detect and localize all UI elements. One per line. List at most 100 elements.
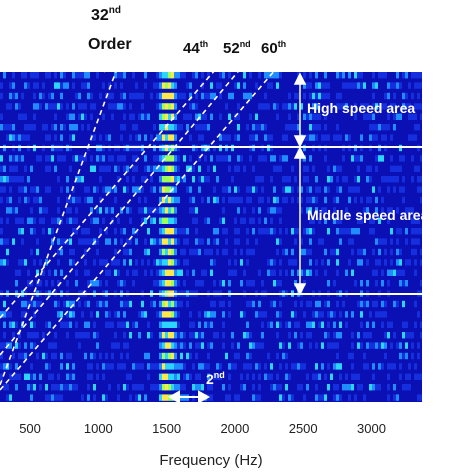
spectrogram-cell: [342, 72, 345, 79]
spectrogram-cell: [336, 352, 339, 360]
spectrogram-cell: [315, 176, 318, 183]
spectrogram-cell: [237, 394, 240, 401]
spectrogram-cell: [207, 342, 210, 349]
spectrogram-cell: [294, 300, 297, 308]
spectrogram-cell: [414, 113, 417, 120]
spectrogram-cell: [114, 72, 117, 79]
spectrogram-cell: [279, 384, 282, 391]
spectrogram-cell: [150, 238, 153, 245]
spectrogram-cell: [294, 238, 297, 245]
spectrogram-cell: [165, 280, 168, 287]
spectrogram-cell: [90, 373, 93, 380]
spectrogram-cell: [75, 72, 78, 79]
spectrogram-cell: [168, 352, 171, 360]
spectrogram-cell: [216, 82, 219, 89]
spectrogram-cell: [324, 113, 327, 120]
spectrogram-cell: [258, 363, 261, 370]
spectrogram-cell: [42, 82, 45, 89]
spectrogram-cell: [24, 72, 27, 79]
spectrogram-cell: [357, 300, 360, 308]
spectrogram-cell: [351, 269, 354, 276]
spectrogram-cell: [312, 196, 315, 204]
spectrogram-cell: [3, 72, 6, 79]
spectrogram-cell: [195, 124, 198, 131]
spectrogram-cell: [276, 196, 279, 204]
spectrogram-cell: [135, 134, 138, 141]
spectrogram-cell: [144, 134, 147, 141]
spectrogram-cell: [117, 103, 120, 110]
spectrogram-cell: [177, 124, 180, 131]
spectrogram-cell: [249, 155, 252, 162]
spectrogram-cell: [54, 72, 57, 79]
spectrogram-cell: [36, 332, 39, 339]
spectrogram-cell: [159, 363, 162, 370]
spectrogram-cell: [309, 228, 312, 235]
spectrogram-cell: [375, 165, 378, 172]
spectrogram-cell: [339, 373, 342, 380]
spectrogram-cell: [312, 124, 315, 131]
spectrogram-cell: [354, 373, 357, 380]
spectrogram-cell: [183, 363, 186, 370]
spectrogram-cell: [213, 196, 216, 204]
spectrogram-cell: [249, 342, 252, 349]
order-line-32: [0, 70, 118, 386]
spectrogram-cell: [39, 259, 42, 266]
spectrogram-cell: [81, 113, 84, 120]
spectrogram-cell: [6, 259, 9, 266]
spectrogram-cell: [303, 176, 306, 183]
spectrogram-cell: [189, 155, 192, 162]
spectrogram-cell: [117, 176, 120, 183]
spectrogram-cell: [234, 394, 237, 401]
spectrogram-cell: [18, 332, 21, 339]
spectrogram-cell: [81, 228, 84, 235]
spectrogram-cell: [405, 280, 408, 287]
spectrogram-cell: [141, 113, 144, 120]
spectrogram-cell: [318, 373, 321, 380]
spectrogram-cell: [255, 186, 258, 193]
spectrogram-cell: [198, 321, 201, 328]
spectrogram-cell: [216, 248, 219, 256]
spectrogram-cell: [336, 300, 339, 308]
spectrogram-cell: [171, 155, 174, 162]
spectrogram-cell: [18, 196, 21, 204]
spectrogram-cell: [105, 311, 108, 318]
spectrogram-cell: [327, 321, 330, 328]
spectrogram-cell: [267, 134, 270, 141]
spectrogram-cell: [156, 92, 159, 100]
spectrogram-cell: [168, 186, 171, 193]
x-axis-ticks: 500 1000 1500 2000 2500 3000: [19, 421, 386, 436]
spectrogram-cell: [321, 82, 324, 89]
spectrogram-cell: [27, 300, 30, 308]
spectrogram-cell: [171, 238, 174, 245]
spectrogram-cell: [162, 228, 165, 235]
spectrogram-cell: [171, 248, 174, 256]
spectrogram-cell: [252, 342, 255, 349]
spectrogram-cell: [321, 238, 324, 245]
spectrogram-cell: [60, 321, 63, 328]
spectrogram-cell: [336, 363, 339, 370]
spectrogram-cell: [372, 373, 375, 380]
spectrogram-cell: [405, 259, 408, 266]
spectrogram-cell: [315, 103, 318, 110]
spectrogram-cell: [420, 280, 422, 287]
spectrogram-cell: [129, 134, 132, 141]
spectrogram-cell: [192, 384, 195, 391]
spectrogram-cell: [417, 228, 420, 235]
spectrogram-cell: [21, 217, 24, 224]
spectrogram-cell: [180, 176, 183, 183]
spectrogram-cell: [414, 124, 417, 131]
spectrogram-cell: [348, 134, 351, 141]
spectrogram-cell: [162, 217, 165, 224]
spectrogram-cell: [315, 186, 318, 193]
spectrogram-cell: [102, 113, 105, 120]
spectrogram-cell: [246, 363, 249, 370]
spectrogram-cell: [156, 259, 159, 266]
spectrogram-cell: [168, 72, 171, 79]
spectrogram-cell: [234, 238, 237, 245]
spectrogram-cell: [96, 332, 99, 339]
spectrogram-cell: [321, 311, 324, 318]
spectrogram-cell: [240, 196, 243, 204]
spectrogram-cell: [168, 311, 171, 318]
spectrogram-cell: [285, 373, 288, 380]
spectrogram-cell: [111, 352, 114, 360]
